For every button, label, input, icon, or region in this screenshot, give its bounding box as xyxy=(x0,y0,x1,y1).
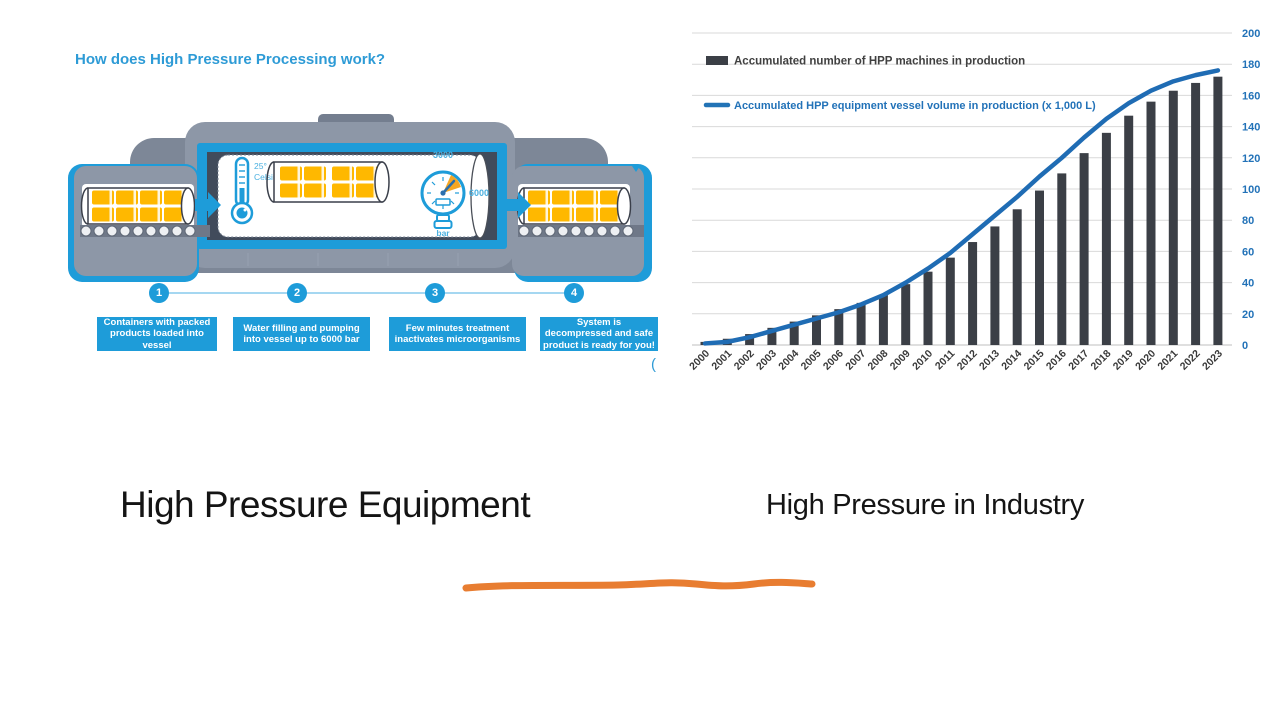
bar xyxy=(923,271,933,345)
bar xyxy=(834,309,844,345)
cropped-attribution-mark: ( xyxy=(651,356,656,373)
bar xyxy=(1124,115,1134,346)
bar xyxy=(856,302,866,345)
x-tick-label: 2002 xyxy=(732,348,757,373)
gauge-right-label: 6000 xyxy=(469,188,489,198)
step-circle-2: 2 xyxy=(287,283,307,303)
x-tick-label: 2018 xyxy=(1089,348,1114,373)
legend-line-label: Accumulated HPP equipment vessel volume … xyxy=(734,100,1096,112)
y-tick-label: 80 xyxy=(1242,215,1254,227)
y-tick-label: 0 xyxy=(1242,340,1248,352)
x-tick-label: 2022 xyxy=(1178,348,1203,373)
x-tick-label: 2006 xyxy=(821,348,846,373)
step-caption-4: System is decompressed and safe product … xyxy=(540,317,658,351)
bar xyxy=(945,257,955,345)
conveyor-rollers xyxy=(80,225,196,237)
vessel-end-cap xyxy=(470,153,490,239)
hpp-chart: 0204060801001201401601802002000200120022… xyxy=(687,28,1260,373)
y-tick-label: 160 xyxy=(1242,90,1260,102)
y-tick-label: 200 xyxy=(1242,28,1260,40)
underline-stroke xyxy=(462,578,816,592)
bar xyxy=(1146,101,1156,345)
conveyor-rollers xyxy=(518,225,634,237)
x-tick-label: 2023 xyxy=(1200,348,1225,373)
x-tick-label: 2021 xyxy=(1155,348,1180,373)
step-circle-1: 1 xyxy=(149,283,169,303)
x-tick-label: 2011 xyxy=(933,348,958,373)
x-tick-label: 2014 xyxy=(999,348,1024,373)
bar xyxy=(1012,209,1022,345)
gauge-top-label: 3000 xyxy=(433,150,453,160)
footer-left-title: High Pressure Equipment xyxy=(120,484,531,525)
x-tick-label: 2020 xyxy=(1133,348,1158,373)
y-tick-label: 20 xyxy=(1242,309,1254,321)
vessel-product-tube xyxy=(266,161,390,203)
x-tick-label: 2013 xyxy=(977,348,1002,373)
bar xyxy=(767,327,777,345)
x-tick-label: 2005 xyxy=(799,348,824,373)
y-tick-label: 140 xyxy=(1242,122,1260,134)
center-vessel-machine: 25° Celsius xyxy=(185,122,515,268)
y-tick-label: 100 xyxy=(1242,184,1260,196)
bar xyxy=(1101,132,1111,345)
thermometer-icon xyxy=(230,156,254,225)
hand-drawn-underline xyxy=(462,578,816,592)
arrow-right-icon xyxy=(505,192,531,218)
bar xyxy=(901,284,911,345)
y-tick-label: 60 xyxy=(1242,246,1254,258)
y-tick-label: 120 xyxy=(1242,153,1260,165)
pressure-gauge-icon xyxy=(420,170,466,229)
small-triangle-marker xyxy=(632,166,640,172)
step-circle-3: 3 xyxy=(425,283,445,303)
x-tick-label: 2019 xyxy=(1111,348,1136,373)
left-product-tube xyxy=(80,187,196,225)
x-tick-label: 2008 xyxy=(866,348,891,373)
hpp-machine-diagram: 25° Celsius xyxy=(68,114,652,282)
chart-legend: Accumulated number of HPP machines in pr… xyxy=(703,56,1096,112)
arrow-right-icon xyxy=(195,192,221,218)
step-circle-4: 4 xyxy=(564,283,584,303)
legend-bar-swatch xyxy=(706,56,728,65)
step-caption-2: Water filling and pumping into vessel up… xyxy=(233,317,370,351)
x-tick-label: 2016 xyxy=(1044,348,1069,373)
x-tick-label: 2007 xyxy=(843,348,868,373)
step-caption-3: Few minutes treatment inactivates microo… xyxy=(389,317,526,351)
x-tick-label: 2009 xyxy=(888,348,913,373)
diagram-title: How does High Pressure Processing work? xyxy=(75,51,386,68)
left-loading-machine xyxy=(68,164,210,282)
bar xyxy=(1191,82,1201,346)
x-tick-label: 2015 xyxy=(1022,348,1047,373)
x-tick-label: 2010 xyxy=(910,348,935,373)
footer-right-title: High Pressure in Industry xyxy=(766,489,1085,521)
legend-bar-label: Accumulated number of HPP machines in pr… xyxy=(734,56,1025,68)
bar xyxy=(990,226,1000,345)
y-tick-label: 40 xyxy=(1242,278,1254,290)
bar xyxy=(1057,173,1067,345)
step-connector-line xyxy=(159,292,574,294)
x-tick-label: 2003 xyxy=(754,348,779,373)
bar xyxy=(812,315,821,345)
bar xyxy=(1035,190,1044,345)
x-tick-label: 2001 xyxy=(709,348,734,373)
x-tick-label: 2012 xyxy=(955,348,980,373)
bar xyxy=(878,295,888,345)
x-tick-label: 2000 xyxy=(687,348,712,373)
bar xyxy=(745,334,755,345)
bar xyxy=(1168,90,1178,345)
x-tick-label: 2004 xyxy=(776,348,801,373)
x-tick-label: 2017 xyxy=(1066,348,1091,373)
bar xyxy=(1079,153,1089,345)
right-unloading-machine xyxy=(512,164,652,282)
trend-line xyxy=(702,68,1221,346)
step-caption-1: Containers with packed products loaded i… xyxy=(97,317,217,351)
right-product-tube xyxy=(516,187,632,225)
chart-plot-area: 0204060801001201401601802002000200120022… xyxy=(687,28,1260,373)
bar xyxy=(1213,76,1223,346)
thermometer-temp-label: 25° xyxy=(254,161,267,171)
bar xyxy=(968,242,978,345)
bar xyxy=(789,321,799,345)
gauge-unit-label: bar xyxy=(436,228,450,238)
y-tick-label: 180 xyxy=(1242,59,1260,71)
